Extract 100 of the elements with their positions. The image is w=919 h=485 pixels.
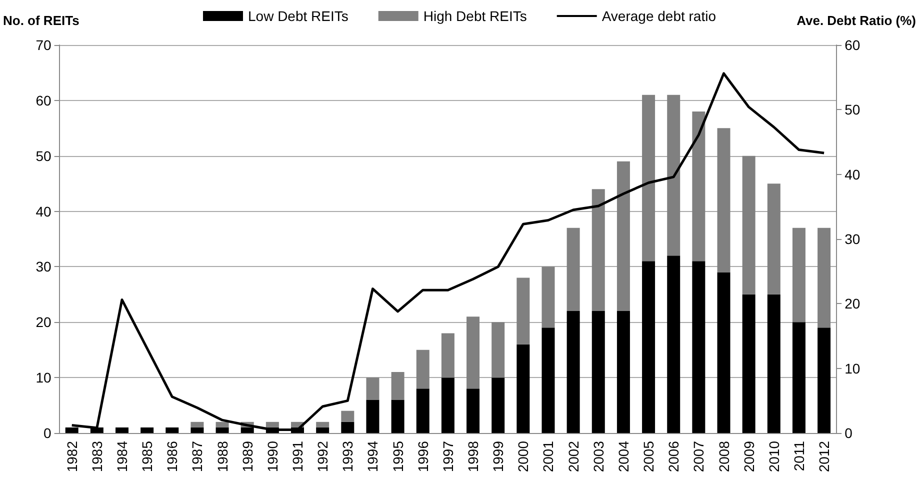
y-tick-label: 60 bbox=[36, 92, 52, 108]
bar bbox=[742, 156, 756, 294]
bar bbox=[667, 256, 680, 433]
x-tick-label: 2007 bbox=[690, 440, 707, 472]
y-tick-label: 70 bbox=[36, 37, 52, 53]
bar bbox=[542, 328, 555, 433]
bar bbox=[642, 94, 656, 262]
bar bbox=[542, 266, 555, 328]
x-tick-label: 1994 bbox=[364, 440, 381, 472]
y-tick-label: 0 bbox=[44, 425, 52, 441]
bar bbox=[441, 333, 454, 378]
x-tick-label: 1995 bbox=[390, 440, 406, 472]
x-tick-label: 2003 bbox=[590, 440, 606, 472]
legend-label: Low Debt REITs bbox=[248, 8, 348, 24]
bar bbox=[492, 322, 505, 378]
bar bbox=[742, 294, 756, 433]
x-tick-label: 1997 bbox=[440, 440, 456, 472]
bar bbox=[441, 378, 454, 433]
bar bbox=[366, 400, 380, 433]
bar bbox=[316, 427, 330, 433]
bar bbox=[341, 410, 354, 422]
bar bbox=[391, 400, 404, 433]
bar bbox=[115, 427, 128, 433]
y2-tick-label: 0 bbox=[844, 425, 853, 441]
bar bbox=[190, 427, 204, 433]
bar bbox=[492, 378, 505, 433]
bar bbox=[466, 316, 480, 389]
y-axis-title: No. of REITs bbox=[3, 13, 80, 28]
bar bbox=[692, 261, 706, 433]
y2-axis-title: Ave. Debt Ratio (%) bbox=[796, 13, 916, 28]
x-tick-label: 1993 bbox=[340, 440, 356, 472]
bar bbox=[266, 422, 279, 428]
x-tick-label: 2012 bbox=[816, 440, 832, 472]
y-tick-label: 10 bbox=[36, 370, 52, 386]
bar bbox=[818, 228, 831, 328]
bar bbox=[818, 328, 831, 433]
x-tick-label: 2002 bbox=[565, 440, 582, 472]
x-tick-label: 1998 bbox=[465, 440, 482, 472]
bar bbox=[767, 184, 780, 294]
bar bbox=[566, 228, 580, 312]
x-tick-label: 1992 bbox=[314, 440, 331, 472]
x-tick-label: 1996 bbox=[414, 440, 431, 472]
legend-label: Average debt ratio bbox=[602, 8, 716, 24]
x-tick-label: 1983 bbox=[88, 440, 105, 472]
bar bbox=[792, 228, 806, 322]
bar bbox=[366, 378, 380, 400]
bar bbox=[216, 422, 229, 428]
bar bbox=[717, 272, 730, 433]
bar bbox=[216, 427, 229, 433]
y2-tick-label: 20 bbox=[844, 296, 860, 312]
x-tick-label: 2000 bbox=[515, 440, 532, 472]
y2-tick-label: 50 bbox=[844, 102, 860, 118]
x-tick-label: 1990 bbox=[264, 440, 280, 472]
bar bbox=[391, 372, 404, 400]
bar bbox=[516, 278, 530, 344]
x-tick-label: 1988 bbox=[214, 440, 230, 472]
bar bbox=[466, 388, 480, 433]
bar bbox=[516, 344, 530, 433]
bar bbox=[140, 427, 154, 433]
bar bbox=[190, 422, 204, 428]
bar bbox=[616, 161, 630, 312]
x-tick-label: 1986 bbox=[164, 440, 180, 472]
bar bbox=[592, 189, 605, 312]
y-tick-label: 30 bbox=[36, 258, 52, 275]
bar bbox=[616, 311, 630, 433]
bar bbox=[642, 261, 656, 433]
x-tick-label: 1987 bbox=[189, 440, 206, 472]
bar bbox=[592, 311, 605, 433]
bar bbox=[767, 294, 780, 433]
x-tick-label: 1999 bbox=[490, 440, 506, 472]
x-tick-label: 2006 bbox=[666, 440, 682, 472]
y-tick-label: 50 bbox=[36, 148, 52, 164]
x-tick-label: 1982 bbox=[64, 440, 80, 472]
bar bbox=[566, 311, 580, 433]
bar bbox=[416, 388, 430, 433]
legend-label: High Debt REITs bbox=[423, 8, 527, 24]
x-tick-label: 2001 bbox=[540, 440, 556, 472]
bar bbox=[792, 322, 806, 433]
x-tick-label: 2004 bbox=[615, 440, 632, 472]
bar bbox=[316, 422, 330, 428]
x-tick-label: 1985 bbox=[139, 440, 156, 472]
bar bbox=[166, 427, 179, 433]
y2-tick-label: 60 bbox=[844, 37, 860, 53]
x-tick-label: 1989 bbox=[239, 440, 256, 472]
bar bbox=[667, 94, 680, 256]
bar bbox=[341, 422, 354, 433]
y2-tick-label: 40 bbox=[844, 166, 860, 182]
x-tick-label: 1984 bbox=[114, 440, 130, 472]
x-tick-label: 2008 bbox=[716, 440, 732, 472]
x-tick-label: 2011 bbox=[790, 440, 807, 472]
bar bbox=[692, 112, 706, 262]
y2-tick-label: 10 bbox=[844, 360, 860, 376]
x-tick-label: 2010 bbox=[766, 440, 782, 472]
y-tick-label: 20 bbox=[36, 314, 52, 330]
x-tick-label: 1991 bbox=[290, 440, 306, 472]
bar bbox=[717, 128, 730, 272]
x-tick-label: 2009 bbox=[740, 440, 757, 472]
y2-tick-label: 30 bbox=[844, 231, 860, 247]
x-tick-label: 2005 bbox=[640, 440, 657, 472]
bar bbox=[416, 350, 430, 389]
